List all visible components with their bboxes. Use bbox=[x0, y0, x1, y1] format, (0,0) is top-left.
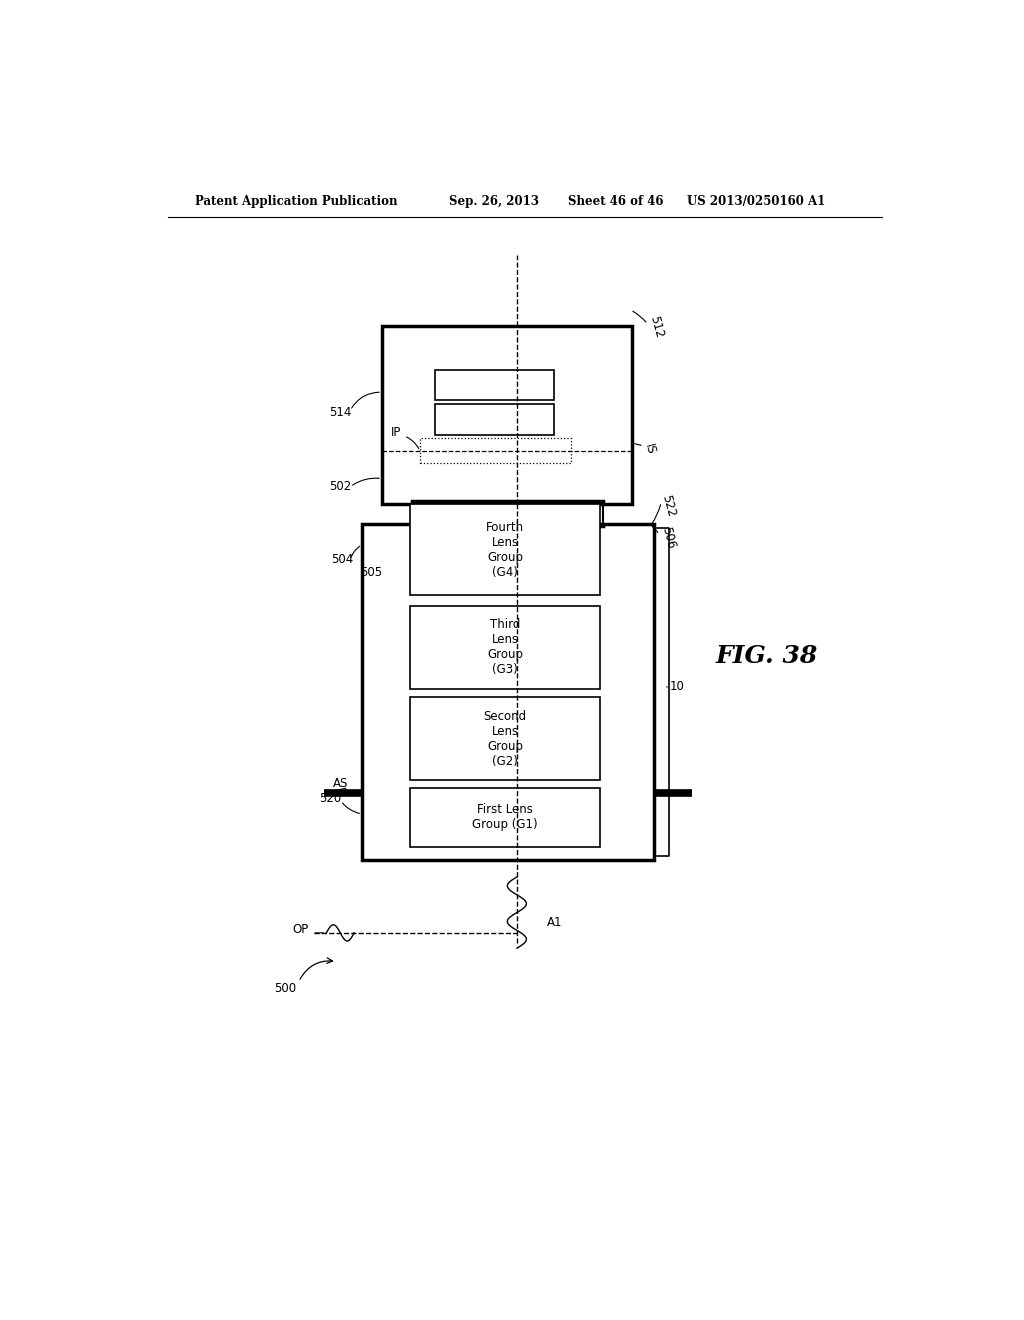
Text: Sheet 46 of 46: Sheet 46 of 46 bbox=[568, 194, 664, 207]
FancyBboxPatch shape bbox=[410, 697, 600, 780]
Text: OP: OP bbox=[293, 924, 309, 936]
Text: FIG. 38: FIG. 38 bbox=[715, 644, 817, 668]
FancyBboxPatch shape bbox=[420, 438, 570, 463]
FancyBboxPatch shape bbox=[382, 326, 632, 504]
Text: 520: 520 bbox=[319, 792, 341, 805]
Text: 505: 505 bbox=[360, 565, 383, 578]
Text: 514: 514 bbox=[330, 407, 352, 418]
Text: 500: 500 bbox=[274, 982, 296, 995]
Text: 522: 522 bbox=[659, 494, 678, 519]
Text: IP: IP bbox=[390, 426, 401, 440]
Text: US 2013/0250160 A1: US 2013/0250160 A1 bbox=[687, 194, 825, 207]
Text: 506: 506 bbox=[659, 525, 678, 550]
FancyBboxPatch shape bbox=[435, 370, 554, 400]
FancyBboxPatch shape bbox=[410, 606, 600, 689]
Text: Third
Lens
Group
(G3): Third Lens Group (G3) bbox=[487, 618, 523, 676]
Text: 512: 512 bbox=[647, 314, 666, 339]
Text: 504: 504 bbox=[331, 553, 353, 566]
FancyBboxPatch shape bbox=[410, 504, 600, 595]
Text: First Lens
Group (G1): First Lens Group (G1) bbox=[472, 803, 538, 832]
Text: 10: 10 bbox=[670, 680, 685, 693]
Text: AS: AS bbox=[333, 777, 348, 789]
FancyBboxPatch shape bbox=[362, 524, 654, 859]
Text: IS: IS bbox=[642, 442, 657, 455]
Text: Sep. 26, 2013: Sep. 26, 2013 bbox=[450, 194, 540, 207]
FancyBboxPatch shape bbox=[435, 404, 554, 434]
Text: A1: A1 bbox=[547, 916, 562, 929]
Text: Fourth
Lens
Group
(G4): Fourth Lens Group (G4) bbox=[486, 520, 524, 578]
FancyBboxPatch shape bbox=[410, 788, 600, 846]
Text: Second
Lens
Group
(G2): Second Lens Group (G2) bbox=[483, 710, 526, 768]
Text: Patent Application Publication: Patent Application Publication bbox=[196, 194, 398, 207]
Text: 502: 502 bbox=[330, 480, 352, 494]
